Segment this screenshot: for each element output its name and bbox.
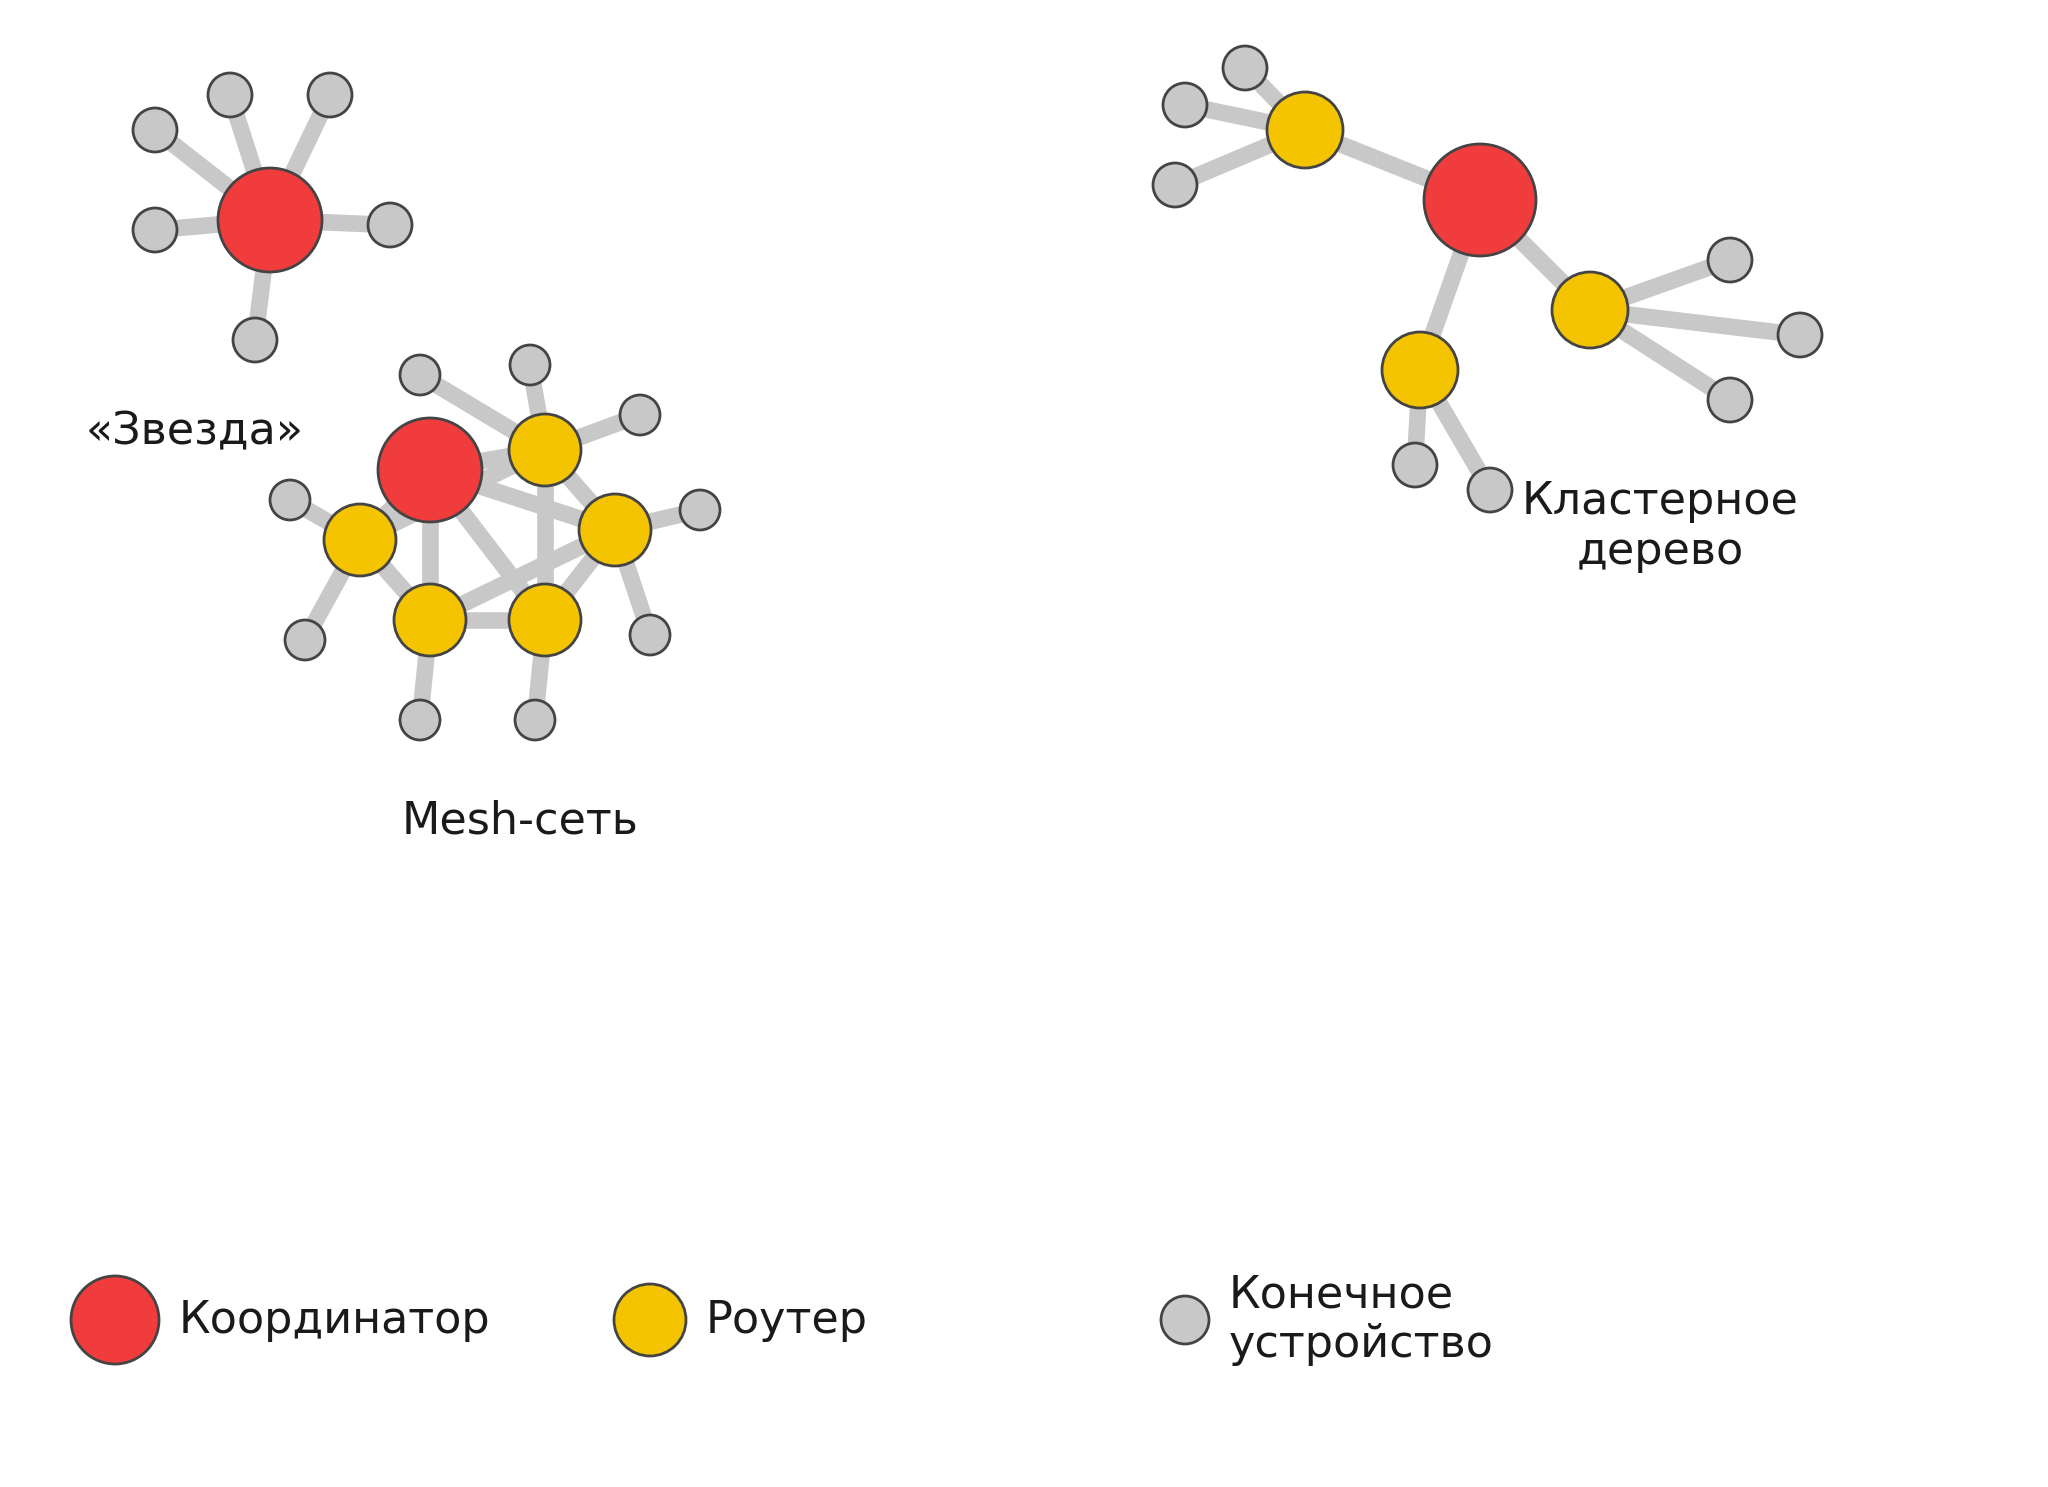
Circle shape (233, 318, 276, 361)
Circle shape (1708, 378, 1751, 422)
Circle shape (614, 1283, 686, 1356)
Text: Кластерное
дерево: Кластерное дерево (1522, 480, 1798, 572)
Circle shape (1708, 238, 1751, 283)
Circle shape (133, 109, 176, 152)
Circle shape (1223, 46, 1268, 91)
Circle shape (369, 204, 412, 247)
Circle shape (1268, 92, 1343, 168)
Text: Роутер: Роутер (707, 1298, 868, 1341)
Circle shape (324, 504, 395, 575)
Text: Конечное
устройство: Конечное устройство (1229, 1273, 1493, 1367)
Circle shape (1552, 272, 1628, 348)
Circle shape (1778, 312, 1823, 357)
Circle shape (399, 700, 440, 741)
Circle shape (1423, 144, 1536, 256)
Circle shape (209, 73, 252, 117)
Circle shape (514, 700, 555, 741)
Text: «Звезда»: «Звезда» (86, 410, 303, 454)
Circle shape (399, 355, 440, 396)
Circle shape (510, 345, 551, 385)
Circle shape (1163, 83, 1206, 126)
Circle shape (1161, 1297, 1208, 1344)
Circle shape (680, 491, 721, 529)
Circle shape (510, 584, 582, 656)
Circle shape (1468, 468, 1511, 512)
Text: Координатор: Координатор (178, 1298, 492, 1341)
Text: Mesh-сеть: Mesh-сеть (401, 800, 639, 843)
Circle shape (379, 418, 481, 522)
Circle shape (217, 168, 322, 272)
Circle shape (1153, 164, 1196, 207)
Circle shape (1393, 443, 1438, 488)
Circle shape (393, 584, 467, 656)
Circle shape (307, 73, 352, 117)
Circle shape (510, 413, 582, 486)
Circle shape (621, 396, 659, 436)
Circle shape (72, 1276, 160, 1364)
Circle shape (631, 616, 670, 654)
Circle shape (580, 494, 651, 567)
Circle shape (133, 208, 176, 251)
Circle shape (1382, 332, 1458, 407)
Circle shape (285, 620, 326, 660)
Circle shape (270, 480, 309, 520)
